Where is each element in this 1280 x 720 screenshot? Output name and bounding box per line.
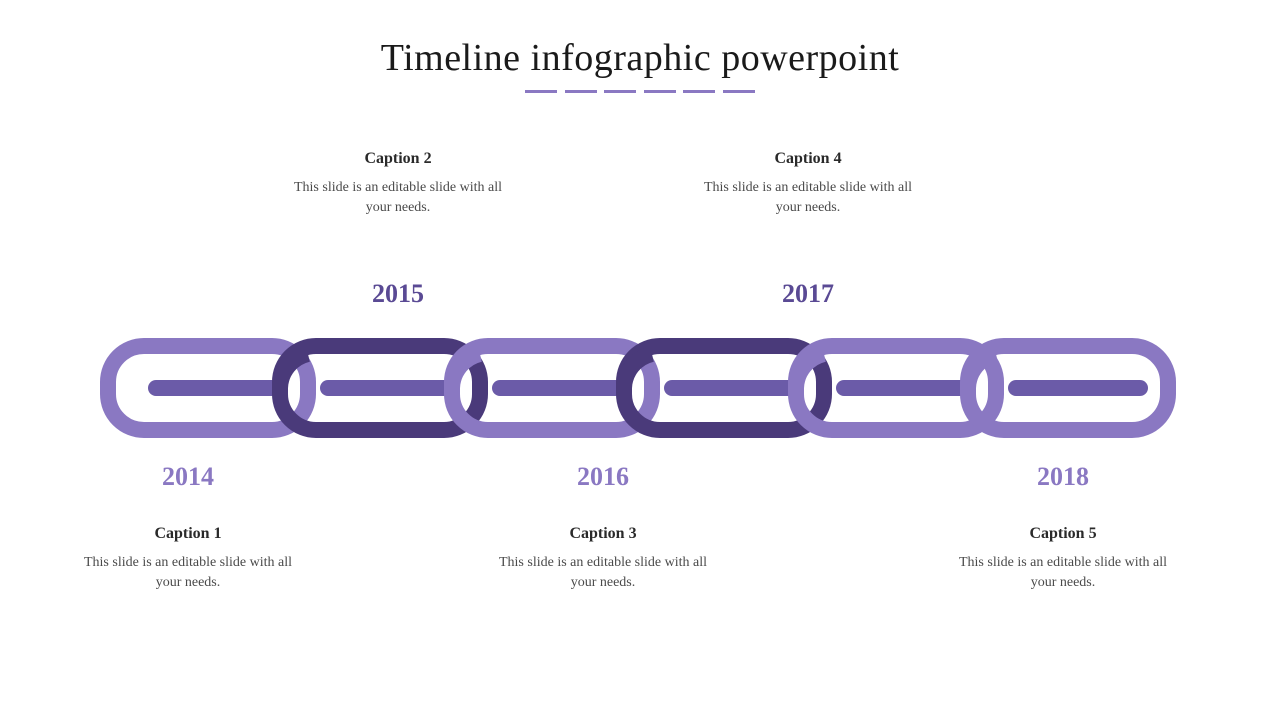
caption-title: Caption 2 bbox=[288, 150, 508, 168]
caption-block-1: Caption 1 This slide is an editable slid… bbox=[78, 525, 298, 594]
caption-block-2: Caption 2 This slide is an editable slid… bbox=[288, 150, 508, 219]
caption-block-3: Caption 3 This slide is an editable slid… bbox=[493, 525, 713, 594]
caption-desc: This slide is an editable slide with all… bbox=[78, 553, 298, 594]
year-label-2015: 2015 bbox=[338, 279, 458, 309]
year-label-2018: 2018 bbox=[1003, 462, 1123, 492]
underline-dash bbox=[683, 90, 715, 93]
title-underline bbox=[525, 90, 755, 93]
page-title: Timeline infographic powerpoint bbox=[0, 36, 1280, 80]
title-block: Timeline infographic powerpoint bbox=[0, 36, 1280, 93]
caption-title: Caption 3 bbox=[493, 525, 713, 543]
underline-dash bbox=[644, 90, 676, 93]
caption-desc: This slide is an editable slide with all… bbox=[698, 178, 918, 219]
underline-dash bbox=[604, 90, 636, 93]
underline-dash bbox=[565, 90, 597, 93]
chain-graphic bbox=[100, 338, 1180, 438]
caption-desc: This slide is an editable slide with all… bbox=[288, 178, 508, 219]
caption-title: Caption 5 bbox=[953, 525, 1173, 543]
year-label-2016: 2016 bbox=[543, 462, 663, 492]
underline-dash bbox=[525, 90, 557, 93]
caption-block-4: Caption 4 This slide is an editable slid… bbox=[698, 150, 918, 219]
year-label-2014: 2014 bbox=[128, 462, 248, 492]
caption-block-5: Caption 5 This slide is an editable slid… bbox=[953, 525, 1173, 594]
caption-desc: This slide is an editable slide with all… bbox=[953, 553, 1173, 594]
underline-dash bbox=[723, 90, 755, 93]
caption-title: Caption 4 bbox=[698, 150, 918, 168]
caption-title: Caption 1 bbox=[78, 525, 298, 543]
caption-desc: This slide is an editable slide with all… bbox=[493, 553, 713, 594]
slide: Timeline infographic powerpoint Caption … bbox=[0, 0, 1280, 720]
chain-svg bbox=[100, 338, 1180, 438]
year-label-2017: 2017 bbox=[748, 279, 868, 309]
